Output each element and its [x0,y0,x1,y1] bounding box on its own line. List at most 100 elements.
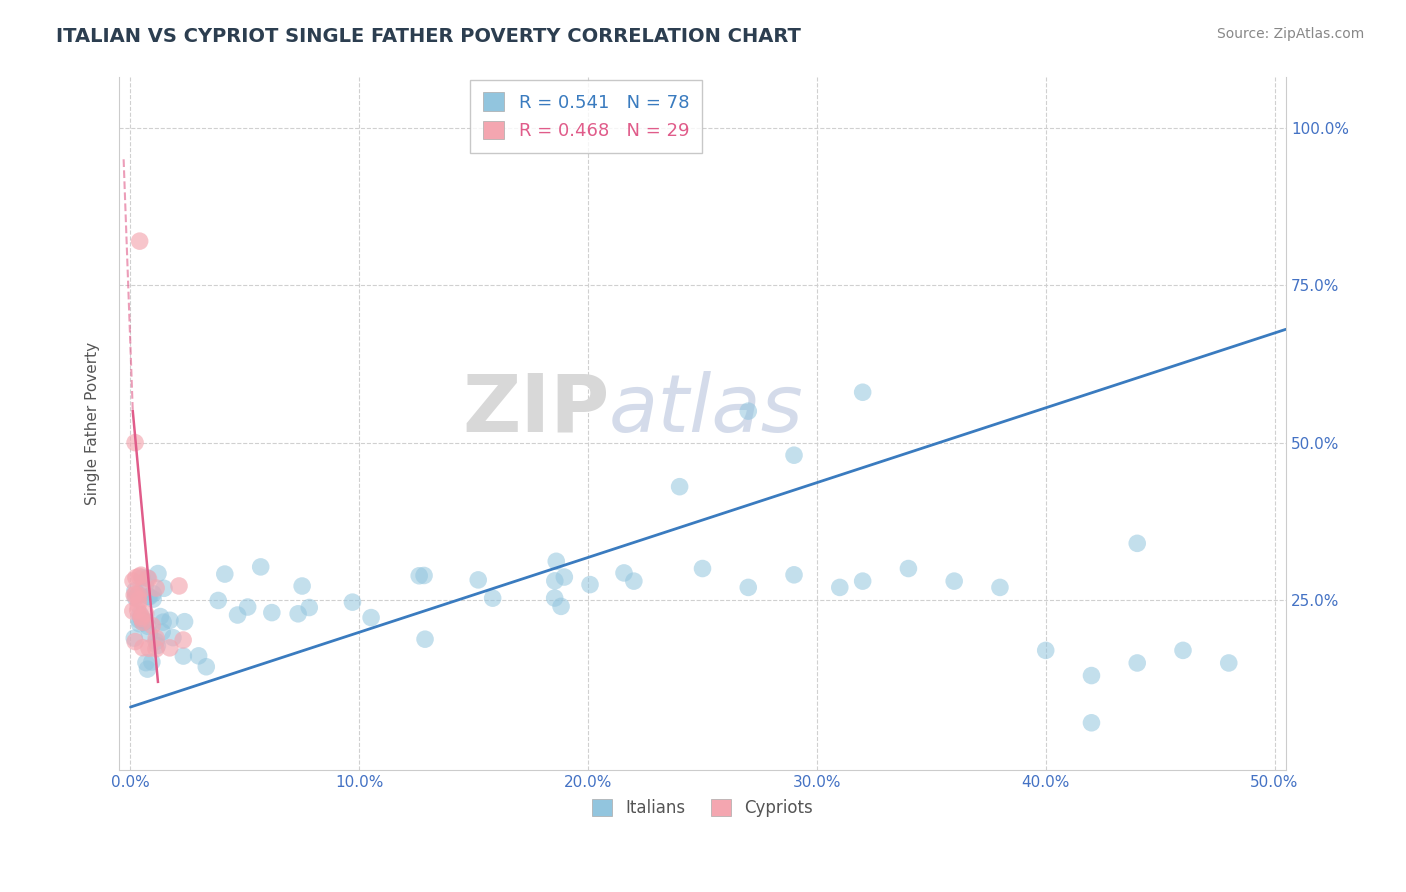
Italians [260,606,283,620]
Italians [131,571,153,585]
Italians [668,480,690,494]
Italians [988,581,1011,595]
Cypriots [145,632,167,646]
Cypriots [129,609,152,624]
Cypriots [132,615,155,629]
Text: Source: ZipAtlas.com: Source: ZipAtlas.com [1216,27,1364,41]
Cypriots [127,588,149,602]
Cypriots [172,632,194,647]
Cypriots [145,581,167,595]
Italians [136,571,159,585]
Italians [135,656,157,670]
Italians [467,573,489,587]
Italians [131,612,153,626]
Italians [173,615,195,629]
Cypriots [135,607,157,621]
Italians [287,607,309,621]
Cypriots [132,640,155,655]
Italians [737,404,759,418]
Italians [550,599,572,614]
Italians [1080,715,1102,730]
Italians [783,567,806,582]
Italians [613,566,636,580]
Italians [579,577,602,591]
Text: atlas: atlas [609,371,804,449]
Italians [342,595,364,609]
Italians [828,581,851,595]
Italians [737,581,759,595]
Italians [943,574,966,588]
Y-axis label: Single Father Poverty: Single Father Poverty [86,343,100,505]
Italians [124,631,146,645]
Italians [152,615,174,629]
Italians [360,610,382,624]
Italians [852,385,875,400]
Italians [783,448,806,462]
Italians [145,634,167,648]
Italians [141,655,163,669]
Italians [298,600,321,615]
Italians [172,648,194,663]
Cypriots [121,604,143,618]
Cypriots [122,574,145,588]
Italians [127,588,149,602]
Cypriots [138,572,160,586]
Italians [207,593,229,607]
Legend: Italians, Cypriots: Italians, Cypriots [585,792,820,824]
Cypriots [124,587,146,601]
Italians [546,554,568,568]
Italians [138,590,160,604]
Italians [146,566,169,581]
Italians [413,632,436,647]
Italians [128,613,150,627]
Cypriots [167,579,190,593]
Cypriots [127,598,149,612]
Italians [146,639,169,653]
Italians [159,613,181,627]
Italians [142,587,165,601]
Italians [692,561,714,575]
Italians [136,619,159,633]
Italians [138,590,160,604]
Text: ZIP: ZIP [463,371,609,449]
Cypriots [128,592,150,607]
Italians [226,607,249,622]
Italians [136,662,159,676]
Italians [132,615,155,630]
Cypriots [122,588,145,602]
Cypriots [129,568,152,582]
Italians [249,560,271,574]
Italians [149,609,172,624]
Italians [142,592,165,607]
Italians [124,591,146,605]
Cypriots [131,611,153,625]
Italians [1171,643,1194,657]
Italians [138,626,160,640]
Cypriots [124,435,146,450]
Italians [150,624,173,639]
Italians [544,574,567,588]
Italians [236,600,259,615]
Italians [408,568,430,582]
Italians [187,648,209,663]
Italians [214,567,236,582]
Italians [1126,656,1149,670]
Italians [623,574,645,588]
Cypriots [124,634,146,648]
Text: ITALIAN VS CYPRIOT SINGLE FATHER POVERTY CORRELATION CHART: ITALIAN VS CYPRIOT SINGLE FATHER POVERTY… [56,27,801,45]
Italians [553,570,575,584]
Italians [413,568,436,582]
Italians [1218,656,1240,670]
Cypriots [128,234,150,248]
Cypriots [125,571,148,585]
Italians [897,561,920,575]
Italians [195,659,218,673]
Italians [543,591,565,605]
Italians [129,607,152,621]
Italians [481,591,503,606]
Cypriots [138,641,160,656]
Italians [291,579,314,593]
Cypriots [132,582,155,596]
Cypriots [141,618,163,632]
Italians [1080,668,1102,682]
